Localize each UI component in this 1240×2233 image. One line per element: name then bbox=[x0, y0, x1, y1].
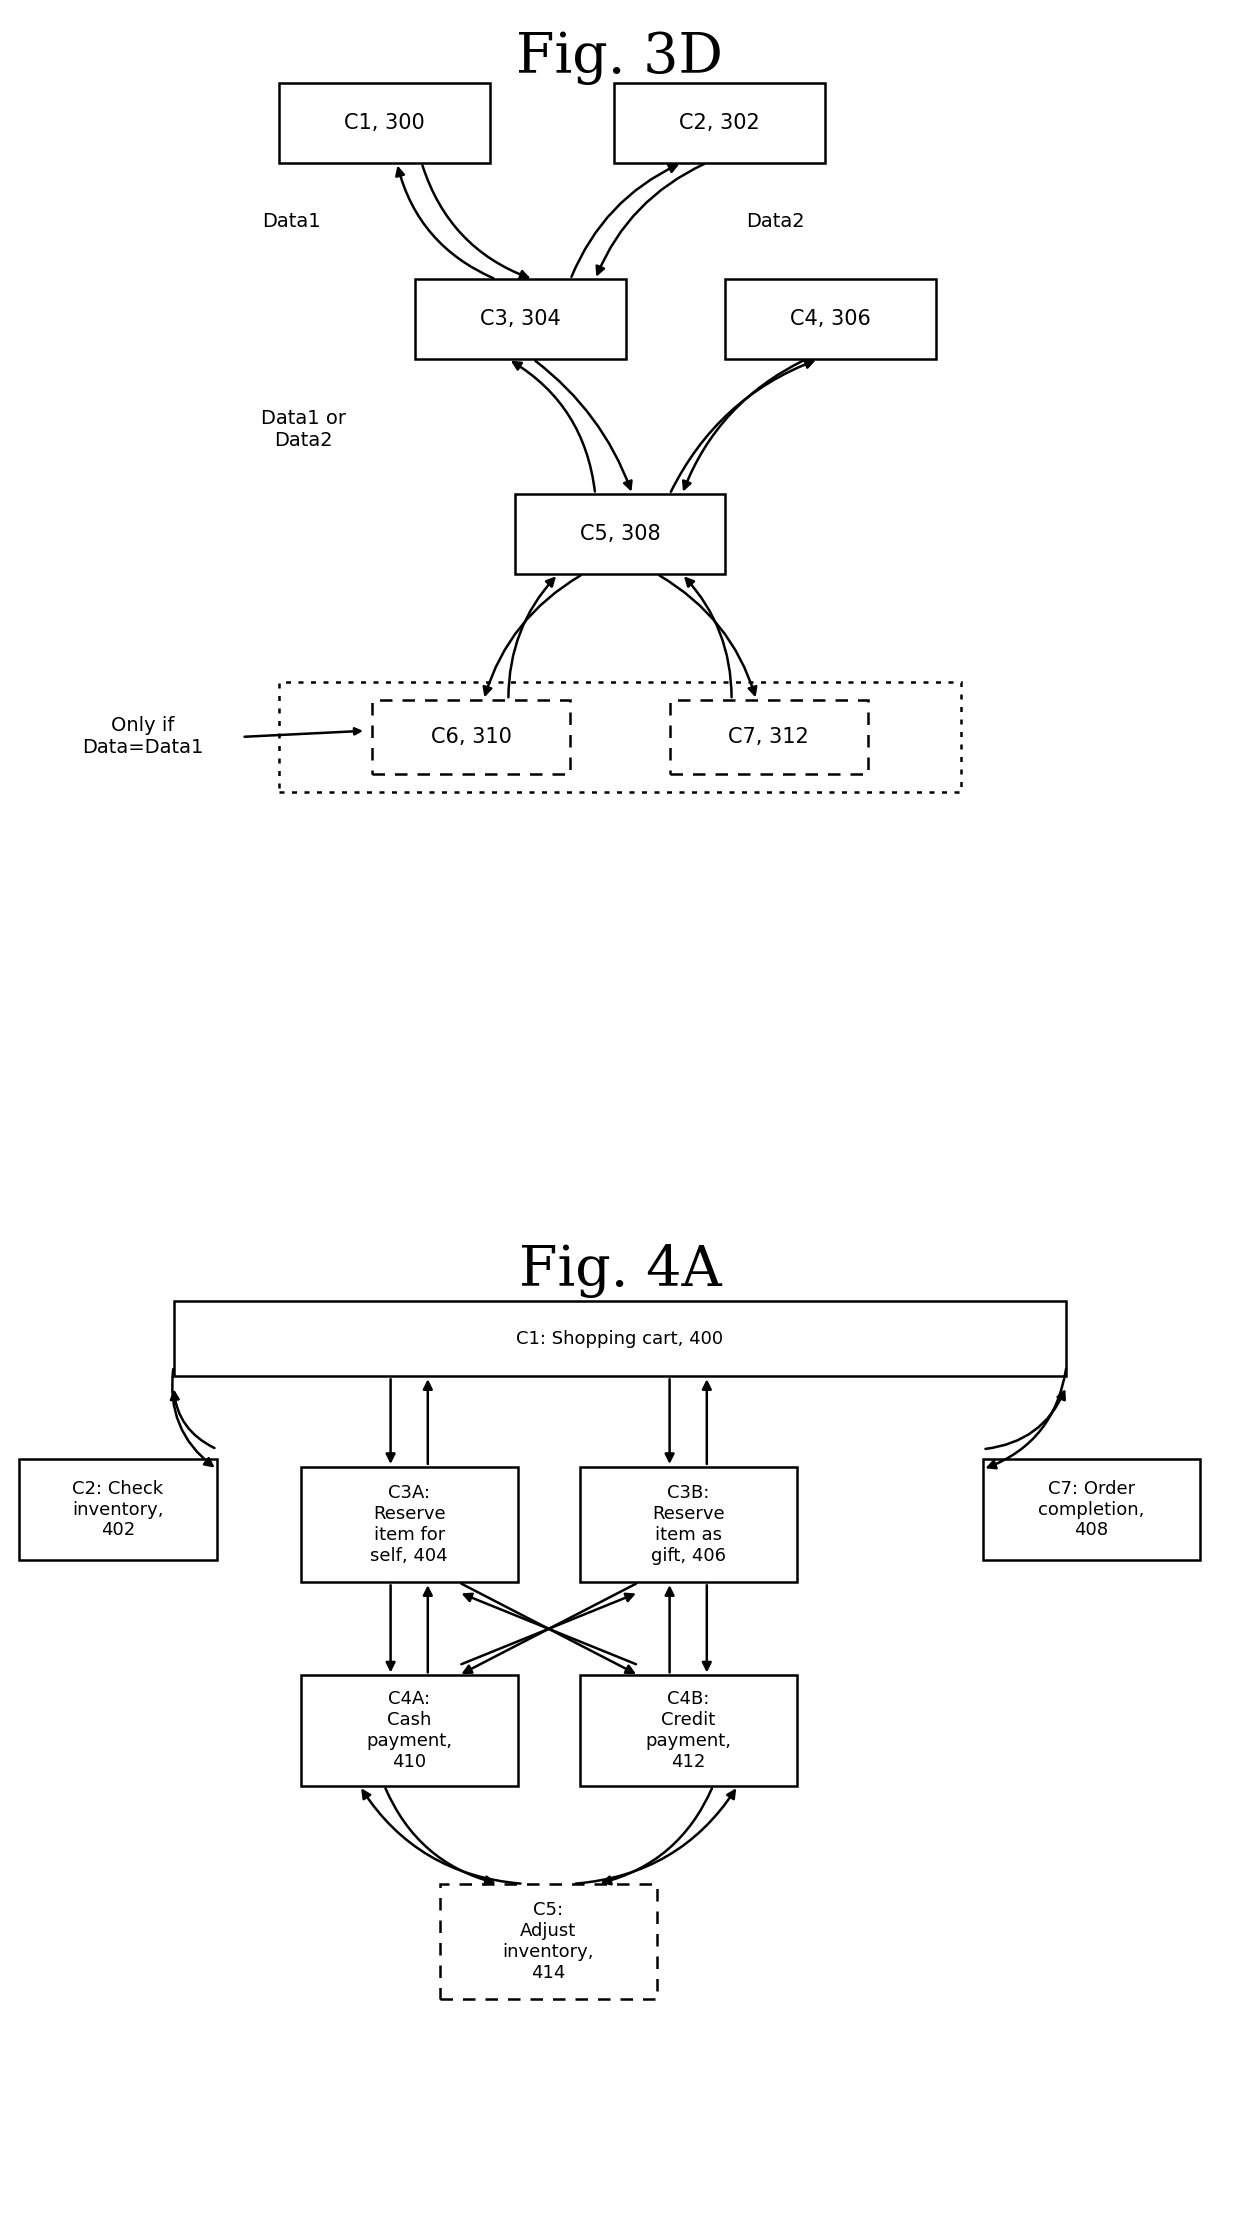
Text: Data1 or
Data2: Data1 or Data2 bbox=[262, 409, 346, 451]
Text: Only if
Data=Data1: Only if Data=Data1 bbox=[82, 717, 203, 757]
Text: C7: Order
completion,
408: C7: Order completion, 408 bbox=[1038, 1480, 1145, 1539]
Text: C7, 312: C7, 312 bbox=[728, 728, 810, 746]
FancyBboxPatch shape bbox=[19, 1460, 217, 1561]
FancyBboxPatch shape bbox=[725, 279, 936, 360]
FancyBboxPatch shape bbox=[301, 1675, 517, 1786]
Text: C6, 310: C6, 310 bbox=[430, 728, 512, 746]
Text: Data1: Data1 bbox=[262, 212, 321, 230]
FancyBboxPatch shape bbox=[174, 1302, 1066, 1376]
Text: C3A:
Reserve
item for
self, 404: C3A: Reserve item for self, 404 bbox=[371, 1485, 448, 1565]
FancyBboxPatch shape bbox=[515, 493, 725, 574]
Text: C1, 300: C1, 300 bbox=[343, 114, 425, 132]
FancyBboxPatch shape bbox=[301, 1467, 517, 1583]
Text: C3, 304: C3, 304 bbox=[480, 310, 562, 328]
FancyBboxPatch shape bbox=[279, 83, 490, 163]
FancyBboxPatch shape bbox=[440, 1885, 657, 1999]
Text: C3B:
Reserve
item as
gift, 406: C3B: Reserve item as gift, 406 bbox=[651, 1485, 725, 1565]
Text: C4, 306: C4, 306 bbox=[790, 310, 872, 328]
Text: Fig. 4A: Fig. 4A bbox=[518, 1244, 722, 1297]
Text: C1: Shopping cart, 400: C1: Shopping cart, 400 bbox=[516, 1329, 724, 1349]
FancyBboxPatch shape bbox=[580, 1467, 797, 1583]
FancyBboxPatch shape bbox=[372, 701, 570, 775]
FancyBboxPatch shape bbox=[982, 1460, 1200, 1561]
FancyBboxPatch shape bbox=[580, 1675, 797, 1786]
FancyBboxPatch shape bbox=[670, 701, 868, 775]
Text: C2: Check
inventory,
402: C2: Check inventory, 402 bbox=[72, 1480, 164, 1539]
FancyBboxPatch shape bbox=[415, 279, 626, 360]
Text: Data2: Data2 bbox=[745, 212, 805, 230]
Text: C4B:
Credit
payment,
412: C4B: Credit payment, 412 bbox=[645, 1690, 732, 1771]
Text: C5, 308: C5, 308 bbox=[579, 525, 661, 545]
Text: Fig. 3D: Fig. 3D bbox=[517, 31, 723, 85]
Text: C5:
Adjust
inventory,
414: C5: Adjust inventory, 414 bbox=[502, 1900, 594, 1983]
FancyBboxPatch shape bbox=[614, 83, 825, 163]
Text: C2, 302: C2, 302 bbox=[678, 114, 760, 132]
Text: C4A:
Cash
payment,
410: C4A: Cash payment, 410 bbox=[366, 1690, 453, 1771]
